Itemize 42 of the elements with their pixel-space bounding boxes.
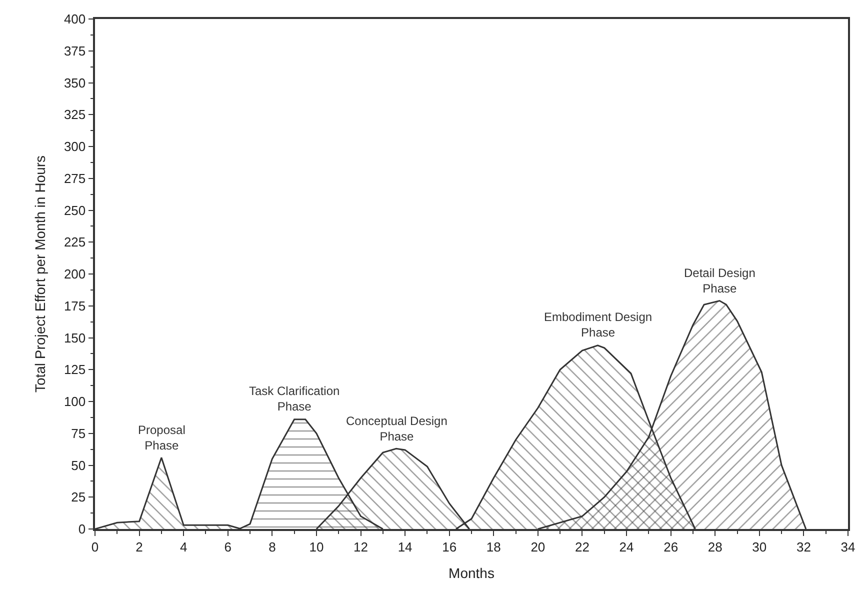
x-tick-label: 26 — [664, 539, 678, 554]
y-tick-label: 375 — [64, 43, 86, 58]
x-tick-label: 28 — [708, 539, 722, 554]
y-axis-title: Total Project Effort per Month in Hours — [32, 155, 48, 393]
y-tick-label: 125 — [64, 362, 86, 378]
x-tick-label: 22 — [575, 539, 590, 554]
series-label: Embodiment Design Phase — [544, 310, 652, 340]
y-tick-label: 325 — [64, 107, 86, 122]
series-label: Conceptual Design Phase — [346, 414, 448, 444]
x-tick-label: 20 — [530, 539, 546, 554]
y-tick-label: 225 — [64, 234, 86, 250]
y-tick-label: 275 — [64, 170, 86, 186]
y-tick-label: 200 — [64, 266, 86, 282]
series-label: Task Clarification Phase — [249, 384, 340, 414]
y-tick-label: 25 — [71, 490, 86, 505]
x-tick-label: 2 — [136, 539, 143, 554]
x-tick-label: 16 — [442, 539, 457, 554]
y-tick-label: 400 — [64, 12, 86, 27]
x-tick-label: 32 — [796, 539, 811, 554]
series-label: Proposal Phase — [138, 423, 186, 453]
x-axis-title: Months — [448, 565, 494, 582]
x-tick-label: 10 — [309, 539, 324, 554]
x-tick-label: 24 — [619, 539, 634, 554]
y-tick-label: 50 — [71, 458, 86, 473]
series-label: Detail Design Phase — [684, 266, 756, 296]
x-tick-label: 34 — [840, 539, 856, 554]
x-tick-label: 0 — [91, 539, 99, 554]
y-tick-label: 75 — [71, 426, 86, 441]
x-tick-label: 12 — [354, 539, 368, 554]
x-tick-label: 4 — [180, 539, 188, 554]
x-tick-label: 14 — [398, 539, 412, 554]
y-tick-label: 350 — [64, 75, 86, 90]
y-tick-label: 150 — [64, 330, 86, 346]
x-tick-label: 6 — [224, 539, 232, 554]
y-tick-label: 300 — [64, 139, 86, 154]
x-tick-label: 18 — [486, 539, 501, 554]
y-tick-label: 0 — [78, 522, 86, 537]
y-tick-label: 175 — [64, 298, 86, 314]
y-tick-label: 100 — [64, 394, 86, 410]
x-tick-label: 8 — [268, 539, 276, 554]
y-tick-label: 250 — [64, 202, 86, 218]
x-tick-label: 30 — [752, 539, 767, 554]
